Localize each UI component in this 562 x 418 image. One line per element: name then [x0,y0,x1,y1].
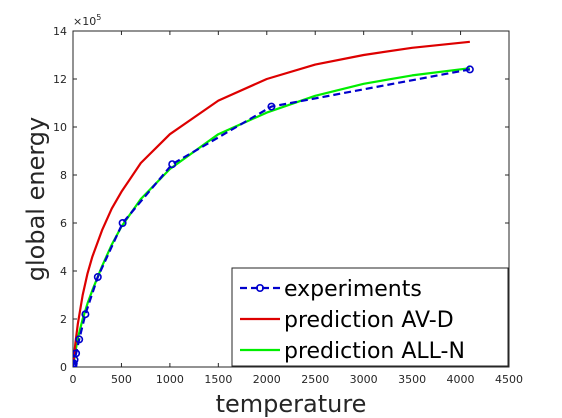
y-axis-ticks: 0 2 4 6 8 10 12 14 [53,25,509,374]
x-tick-label: 1500 [204,373,232,386]
y-tick-label: 6 [60,217,67,230]
y-axis-exponent: ×105 [73,13,101,28]
x-tick-label: 2500 [301,373,329,386]
series-line-0 [73,68,471,367]
legend-label-0: experiments [284,277,422,302]
y-tick-label: 12 [53,73,67,86]
experiment-point [465,65,474,74]
experiment-point [118,219,127,228]
experiment-point [93,272,102,281]
y-tick-label: 8 [60,169,67,182]
x-tick-label: 500 [111,373,132,386]
x-tick-label: 3000 [350,373,378,386]
x-tick-label: 4500 [495,373,523,386]
x-axis-ticks: 0 500 1000 1500 2000 2500 3000 3500 4000 4500 [70,31,523,386]
y-tick-label: 10 [53,121,67,134]
y-tick-label: 14 [53,25,67,38]
legend-label-2: prediction ALL-N [284,339,465,364]
y-axis-exponent-base: ×10 [73,15,96,28]
y-tick-label: 2 [60,313,67,326]
x-tick-label: 1000 [156,373,184,386]
plot-area-frame [72,30,510,368]
experiment-point [73,359,78,367]
x-tick-label: 3500 [398,373,426,386]
y-tick-label: 4 [60,265,67,278]
experiment-point [75,335,84,344]
x-tick-label: 2000 [253,373,281,386]
series-layer [73,40,474,367]
legend: experiments prediction AV-D prediction ALL… [231,267,509,367]
y-tick-label: 0 [60,361,67,374]
x-tick-label: 4000 [447,373,475,386]
legend-marker [255,283,264,292]
experiment-point [168,160,177,169]
y-axis-exponent-power: 5 [96,13,101,22]
series-line-1 [73,40,470,367]
y-axis-label: global energy [22,117,50,281]
experiment-point [73,349,81,358]
x-tick-label: 0 [70,373,77,386]
legend-label-1: prediction AV-D [284,308,454,333]
x-axis-label: temperature [216,390,367,418]
experiment-point [267,102,276,111]
experiment-point [81,310,90,319]
